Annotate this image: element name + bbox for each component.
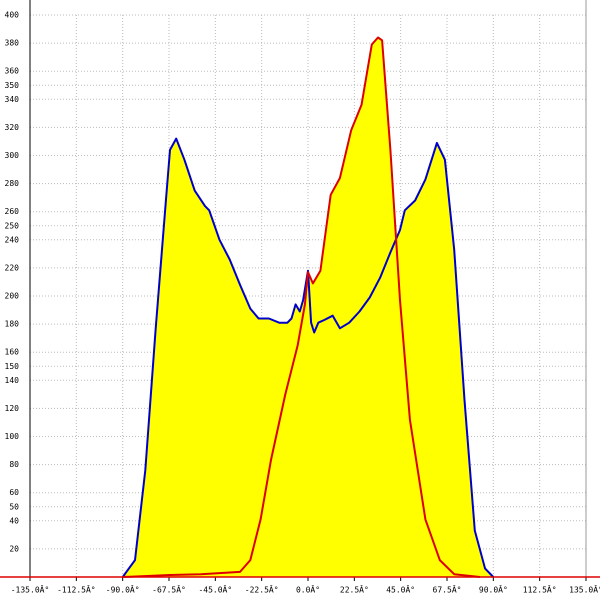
y-tick-label: 200	[5, 292, 20, 301]
x-tick-label: 45.0Â°	[386, 584, 415, 595]
x-tick-label: 22.5Â°	[340, 584, 369, 595]
y-tick-label: 340	[5, 95, 20, 104]
y-tick-label: 120	[5, 404, 20, 413]
y-tick-label: 60	[9, 488, 19, 497]
y-tick-label: 80	[9, 460, 19, 469]
x-tick-label: 0.0Â°	[296, 584, 320, 595]
y-tick-label: 300	[5, 151, 20, 160]
x-tick-label: -45.0Â°	[198, 584, 232, 595]
line	[121, 137, 495, 578]
y-tick-label: 160	[5, 348, 20, 357]
y-tick-label: 180	[5, 320, 20, 329]
y-tick-label: 400	[5, 11, 20, 20]
x-tick-label: 135.0Â°	[569, 584, 600, 595]
y-tick-label: 350	[5, 81, 20, 90]
y-tick-label: 360	[5, 67, 20, 76]
y-tick-label: 100	[5, 432, 20, 441]
y-tick-label: 380	[5, 39, 20, 48]
x-tick-label: 90.0Â°	[479, 584, 508, 595]
y-tick-label: 50	[9, 502, 19, 511]
y-tick-label: 140	[5, 376, 20, 385]
y-tick-label: 220	[5, 263, 20, 272]
x-tick-label: -90.0Â°	[106, 584, 140, 595]
line	[122, 36, 481, 578]
y-tick-label: 40	[9, 516, 19, 525]
area-fill	[122, 37, 480, 577]
y-tick-label: 250	[5, 221, 20, 230]
y-tick-label: 280	[5, 179, 20, 188]
y-tick-label: 150	[5, 362, 20, 371]
x-tick-label: -112.5Â°	[57, 584, 96, 595]
x-tick-label: 67.5Â°	[433, 584, 462, 595]
x-tick-label: -67.5Â°	[152, 584, 186, 595]
y-tick-label: 20	[9, 544, 19, 553]
y-tick-label: 320	[5, 123, 20, 132]
y-tick-label: 260	[5, 207, 20, 216]
x-tick-label: -135.0Â°	[11, 584, 50, 595]
x-tick-label: -22.5Â°	[245, 584, 279, 595]
x-tick-label: 112.5Â°	[523, 584, 557, 595]
y-tick-label: 240	[5, 235, 20, 244]
